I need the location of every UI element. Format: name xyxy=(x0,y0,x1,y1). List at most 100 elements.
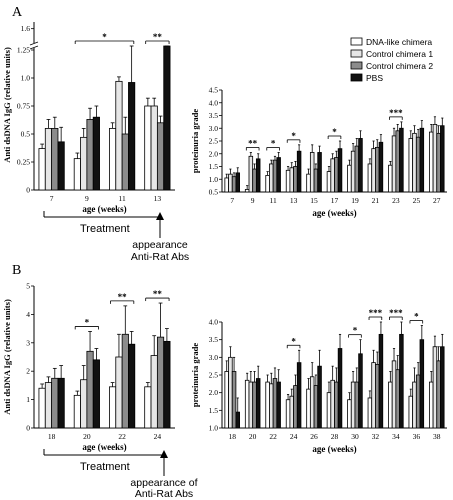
bar xyxy=(293,385,298,429)
bar xyxy=(419,127,425,193)
y-tick-label: 4 xyxy=(26,310,30,319)
x-tick-label: 18 xyxy=(228,432,236,441)
bar xyxy=(44,382,53,429)
significance-label: * xyxy=(291,336,296,346)
bar xyxy=(73,158,81,191)
significance-label: * xyxy=(353,326,358,336)
axis-break-mark xyxy=(29,45,39,50)
bar xyxy=(128,343,136,429)
bar xyxy=(109,386,117,429)
bar xyxy=(354,145,360,193)
bar xyxy=(429,131,434,193)
bar xyxy=(224,371,229,429)
bar xyxy=(334,381,339,429)
treatment-label-b: Treatment xyxy=(80,461,130,473)
bar xyxy=(285,399,291,429)
significance-label: * xyxy=(414,312,419,322)
y-tick-label: 1.6 xyxy=(21,24,31,33)
bar xyxy=(429,381,434,429)
y-tick-label: 2.0 xyxy=(209,388,219,397)
arrow-label-b-1: appearance of xyxy=(130,477,197,489)
y-tick-label: 2.5 xyxy=(209,371,219,380)
bar xyxy=(163,45,171,191)
bar xyxy=(272,159,278,193)
bar xyxy=(244,379,250,429)
bar xyxy=(265,381,270,429)
bar xyxy=(408,138,414,193)
x-tick-label: 9 xyxy=(85,194,89,203)
x-tick-label: 26 xyxy=(310,432,318,441)
y-axis-label: Anti dsDNA IgG (relative units) xyxy=(2,299,12,415)
bar xyxy=(224,177,229,193)
legend-swatch-control-2 xyxy=(350,61,363,70)
arrow-head-a xyxy=(156,212,164,220)
bar xyxy=(440,125,445,193)
bar xyxy=(156,122,165,191)
x-axis-label: age (weeks) xyxy=(312,208,356,218)
legend-label-dna-like: DNA-like chimera xyxy=(366,37,432,47)
bar xyxy=(272,378,278,429)
bar xyxy=(367,163,373,193)
significance-label: * xyxy=(332,127,337,137)
bar xyxy=(121,133,129,191)
bar xyxy=(92,359,100,429)
treatment-bar-b: Treatment appearance of Anti-Rat Abs xyxy=(43,449,198,500)
bar xyxy=(334,157,339,193)
y-tick-label: 5 xyxy=(26,282,30,291)
bar xyxy=(415,136,421,193)
legend-label-control-2: Control chimera 2 xyxy=(366,61,433,71)
bar xyxy=(265,175,270,193)
bar xyxy=(326,171,332,193)
bar xyxy=(228,356,233,429)
bar xyxy=(269,383,274,429)
chart-a-left: 0 0.25 0.5 0.75 1.0 1.25 1.6 Anti dsDNA IgG (re… xyxy=(2,22,175,214)
bar xyxy=(269,163,274,193)
arrow-head-b xyxy=(160,450,168,458)
bar xyxy=(367,397,373,429)
bar xyxy=(306,388,311,429)
y-tick-label: 0.25 xyxy=(17,158,30,167)
bar xyxy=(412,132,417,193)
bar xyxy=(115,356,123,429)
bar xyxy=(228,173,233,193)
bar xyxy=(51,377,59,429)
bar xyxy=(73,394,81,429)
bar xyxy=(51,127,59,191)
legend: DNA-like chimera Control chimera 1 Contr… xyxy=(350,37,433,83)
bar xyxy=(391,135,397,193)
bar xyxy=(354,381,360,429)
bar xyxy=(440,346,445,429)
x-tick-label: 13 xyxy=(290,196,298,205)
y-tick-label: 3 xyxy=(26,338,30,347)
bar xyxy=(255,378,261,429)
bar xyxy=(313,168,319,193)
y-tick-label: 1.0 xyxy=(209,424,219,433)
chart-b-right: 1.0 1.5 2.0 2.5 3.0 3.5 4.0 proteinuria grade ag… xyxy=(190,308,447,454)
x-axis-label: age (weeks) xyxy=(82,442,126,452)
bar xyxy=(80,136,88,191)
bar xyxy=(44,127,53,191)
bar xyxy=(57,377,65,429)
significance-label: ** xyxy=(248,138,258,148)
bar xyxy=(309,376,315,429)
arrow-label-b-2: Anti-Rat Abs xyxy=(135,488,193,500)
bar xyxy=(337,348,343,429)
y-tick-label: 4.5 xyxy=(209,86,219,95)
bar xyxy=(432,346,438,429)
bar xyxy=(248,155,254,193)
y-tick-label: 4.0 xyxy=(209,98,219,107)
bar xyxy=(358,138,363,193)
bar xyxy=(86,350,94,429)
bar xyxy=(156,336,165,429)
bar xyxy=(388,381,393,429)
y-tick-label: 0.5 xyxy=(21,130,31,139)
bar xyxy=(375,146,380,193)
x-tick-label: 36 xyxy=(413,432,421,441)
bar xyxy=(317,152,322,193)
legend-label-pbs: PBS xyxy=(366,73,383,83)
bar xyxy=(330,158,335,193)
arrow-label-a-1: appearance xyxy=(132,239,188,251)
x-tick-label: 18 xyxy=(48,432,56,441)
bar xyxy=(371,362,376,429)
bar xyxy=(337,148,343,193)
